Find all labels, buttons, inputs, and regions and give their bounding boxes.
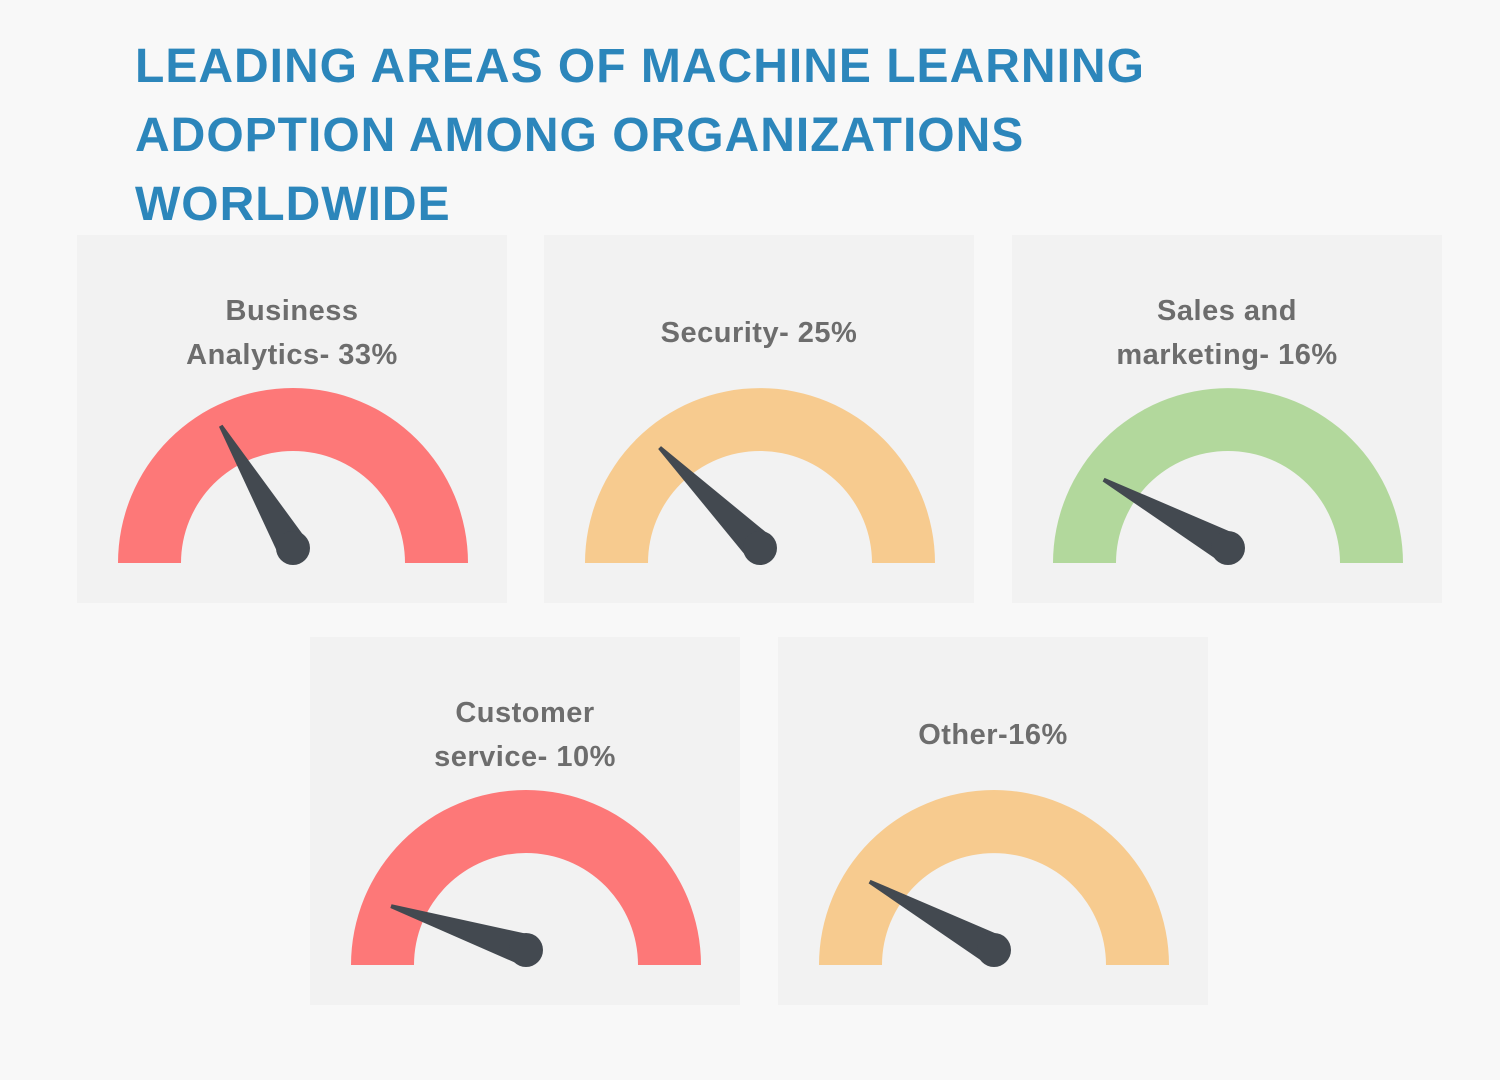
gauge-arc [585,388,935,563]
gauge-label: Sales and marketing- 16% [1116,295,1338,371]
gauge-needle [1102,477,1236,563]
gauge-needle [658,446,772,560]
gauge-label: Security- 25% [660,317,858,349]
gauge-arc [1053,388,1403,563]
gauge-arc [118,388,468,563]
needle-pivot [1211,531,1245,565]
gauge-label: Other-16% [918,719,1068,751]
needle-pivot [743,531,777,565]
gauge-arc [819,790,1169,965]
gauge-needle [868,879,1002,965]
gauge-arc [351,790,701,965]
gauge-needle [218,424,307,557]
needle-pivot [276,531,310,565]
needle-pivot [977,933,1011,967]
title: LEADING AREAS OF MACHINE LEARNING ADOPTI… [135,40,1145,231]
gauge-needle [390,904,531,966]
gauge-label: Business Analytics- 33% [186,295,398,371]
gauge-label: Customer service- 10% [434,697,616,773]
needle-pivot [509,933,543,967]
